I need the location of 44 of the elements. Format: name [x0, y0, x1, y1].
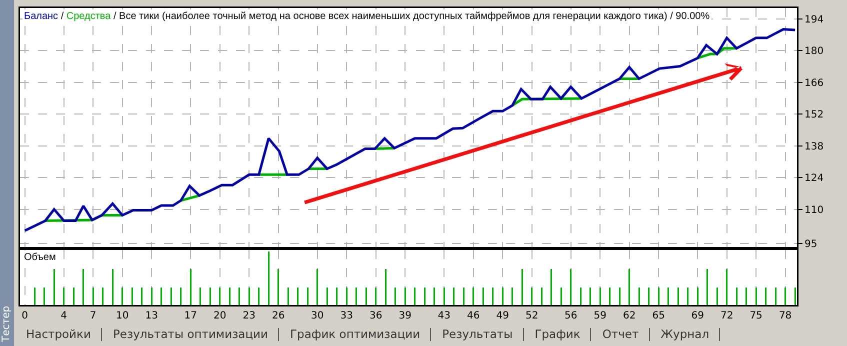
y-tick-label: 138 [804, 141, 824, 152]
text: Результаты оптимизации [112, 327, 268, 341]
text: Журнал [660, 327, 710, 341]
x-tick-label: 43 [438, 310, 450, 322]
y-tick-label: 124 [804, 173, 824, 184]
y-tick-label: 166 [804, 78, 824, 89]
x-tick-label: 26 [272, 310, 285, 322]
x-tick-label: 20 [213, 310, 226, 322]
text: График оптимизации [290, 327, 420, 341]
x-tick-label: 10 [116, 310, 129, 322]
text: Тестер [1, 306, 12, 342]
x-tick-label: 30 [310, 310, 324, 322]
x-tick-label: 33 [340, 310, 353, 322]
text: Результаты [442, 327, 513, 341]
x-tick-label: 13 [145, 310, 158, 322]
x-tick-label: 65 [652, 310, 665, 322]
x-tick-label: 72 [720, 310, 734, 322]
x-tick-label: 78 [778, 310, 792, 322]
chart-title: Баланс / Средства / Все тики (наиболее точный метод на основе всех наименьших доступных таймфреймов для генерации каждого тика) / 90.00% [24, 11, 710, 22]
x-tick-label: 0 [22, 310, 28, 322]
x-tick-label: 17 [184, 310, 197, 322]
x-tick-label: 59 [594, 310, 606, 322]
x-tick-label: 52 [525, 310, 538, 322]
x-tick-label: 62 [622, 310, 636, 322]
text: Отчет [602, 327, 639, 341]
y-tick-label: 180 [804, 46, 824, 58]
x-tick-label: 49 [496, 310, 509, 322]
x-tick-label: 36 [369, 310, 382, 322]
y-tick-label: 152 [804, 110, 824, 121]
y-tick-label: 194 [804, 14, 824, 26]
x-tick-label: 56 [564, 310, 578, 322]
chart-title: Объем [24, 252, 56, 263]
x-tick-label: 69 [691, 310, 704, 322]
x-tick-label: 39 [398, 310, 412, 322]
y-tick-label: 95 [804, 238, 818, 250]
x-tick-label: 7 [90, 310, 96, 322]
x-tick-label: 23 [242, 310, 256, 322]
x-tick-label: 46 [466, 310, 480, 322]
y-tick-label: 110 [804, 204, 824, 216]
x-tick-label: 75 [750, 310, 762, 322]
line-series [24, 28, 796, 232]
text: Настройки [26, 327, 91, 341]
text: График [534, 327, 580, 341]
x-tick-label: 4 [60, 310, 68, 322]
